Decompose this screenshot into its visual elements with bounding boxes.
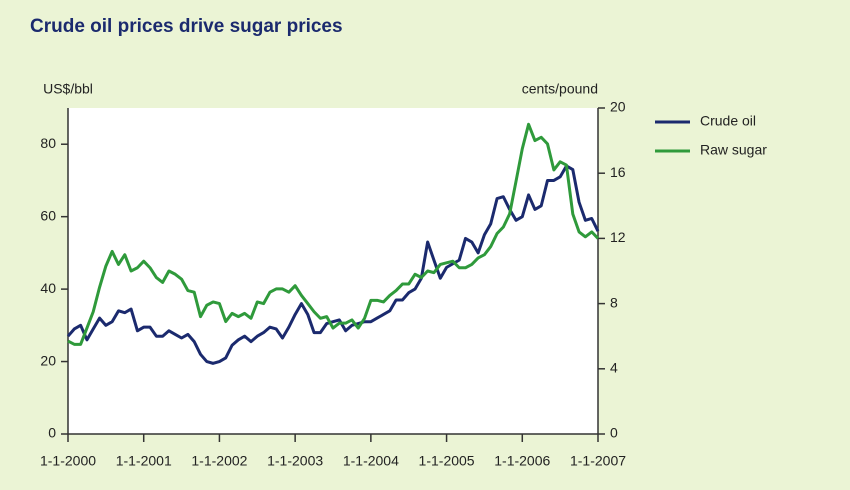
y-tick-label: 0 bbox=[48, 425, 56, 441]
y-tick-label: 20 bbox=[40, 352, 56, 368]
y2-tick-label: 0 bbox=[610, 425, 618, 441]
y2-tick-label: 20 bbox=[610, 99, 626, 115]
x-tick-label: 1-1-2000 bbox=[40, 453, 96, 469]
series-line bbox=[67, 122, 600, 346]
y2-tick-label: 12 bbox=[610, 229, 626, 245]
x-tick-label: 1-1-2002 bbox=[191, 453, 247, 469]
legend-label: Raw sugar bbox=[700, 142, 767, 158]
y2-tick-label: 4 bbox=[610, 360, 618, 376]
y2-tick-label: 8 bbox=[610, 294, 618, 310]
y-tick-label: 40 bbox=[40, 280, 56, 296]
y2-axis-label: cents/pound bbox=[522, 81, 598, 97]
legend-label: Crude oil bbox=[700, 113, 756, 129]
y2-tick-label: 16 bbox=[610, 164, 626, 180]
x-tick-label: 1-1-2006 bbox=[494, 453, 550, 469]
x-tick-label: 1-1-2001 bbox=[116, 453, 172, 469]
x-tick-label: 1-1-2005 bbox=[419, 453, 475, 469]
x-tick-label: 1-1-2003 bbox=[267, 453, 323, 469]
x-tick-label: 1-1-2007 bbox=[570, 453, 626, 469]
x-tick-label: 1-1-2004 bbox=[343, 453, 399, 469]
y-tick-label: 60 bbox=[40, 207, 56, 223]
plot-area bbox=[68, 108, 598, 434]
y-tick-label: 80 bbox=[40, 135, 56, 151]
y-axis-label: US$/bbl bbox=[43, 81, 93, 97]
chart-title: Crude oil prices drive sugar prices bbox=[30, 16, 343, 37]
